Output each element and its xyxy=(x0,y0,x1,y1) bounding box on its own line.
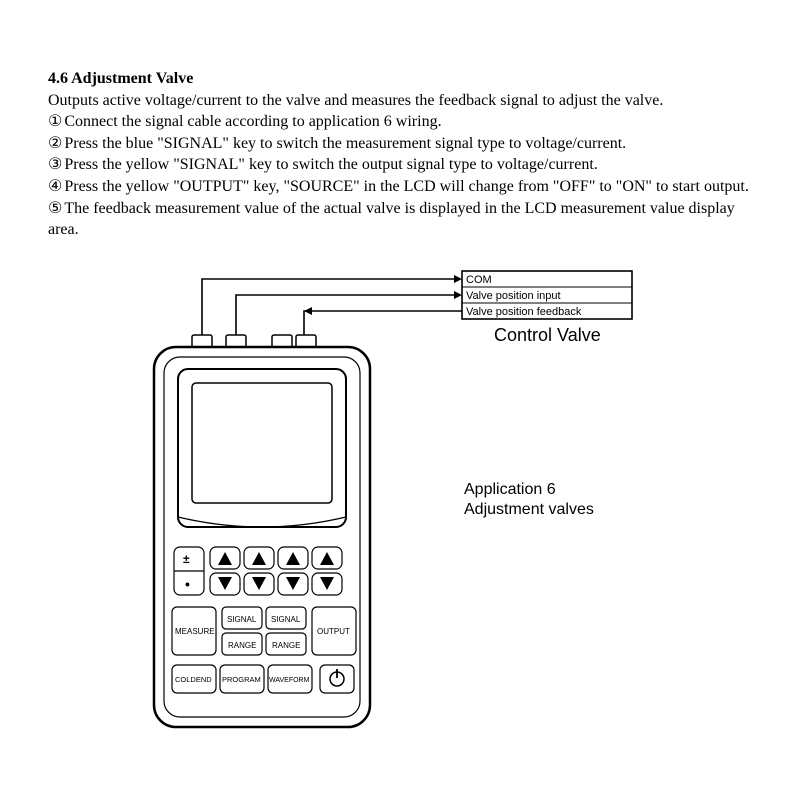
step-3: ③Press the yellow "SIGNAL" key to switch… xyxy=(48,154,760,176)
intro-text: Outputs active voltage/current to the va… xyxy=(48,90,760,112)
step-2: ②Press the blue "SIGNAL" key to switch t… xyxy=(48,133,760,155)
svg-text:•: • xyxy=(185,576,190,592)
caption-line2: Adjustment valves xyxy=(464,501,594,518)
svg-text:±: ± xyxy=(183,552,190,566)
key-output: OUTPUT xyxy=(317,627,350,636)
control-valve-label: Control Valve xyxy=(494,325,601,345)
step-5: ⑤The feedback measurement value of the a… xyxy=(48,198,760,241)
key-measure: MEASURE xyxy=(175,627,215,636)
valve-row-input: Valve position input xyxy=(466,290,561,302)
valve-row-feedback: Valve position feedback xyxy=(466,306,582,318)
key-range-1: RANGE xyxy=(228,641,256,650)
step-4: ④Press the yellow "OUTPUT" key, "SOURCE"… xyxy=(48,176,760,198)
key-waveform: WAVEFORM xyxy=(269,677,310,684)
steps-list: ①Connect the signal cable according to a… xyxy=(48,111,760,241)
valve-row-com: COM xyxy=(466,274,492,286)
wiring-diagram: COM Valve position input Valve position … xyxy=(144,269,724,739)
caption-line1: Application 6 xyxy=(464,481,556,498)
step-1: ①Connect the signal cable according to a… xyxy=(48,111,760,133)
key-signal-2: SIGNAL xyxy=(271,615,301,624)
key-signal-1: SIGNAL xyxy=(227,615,257,624)
key-program: PROGRAM xyxy=(222,675,261,684)
section-heading: 4.6 Adjustment Valve xyxy=(48,68,760,90)
key-range-2: RANGE xyxy=(272,641,300,650)
key-coldend: COLDEND xyxy=(175,675,212,684)
